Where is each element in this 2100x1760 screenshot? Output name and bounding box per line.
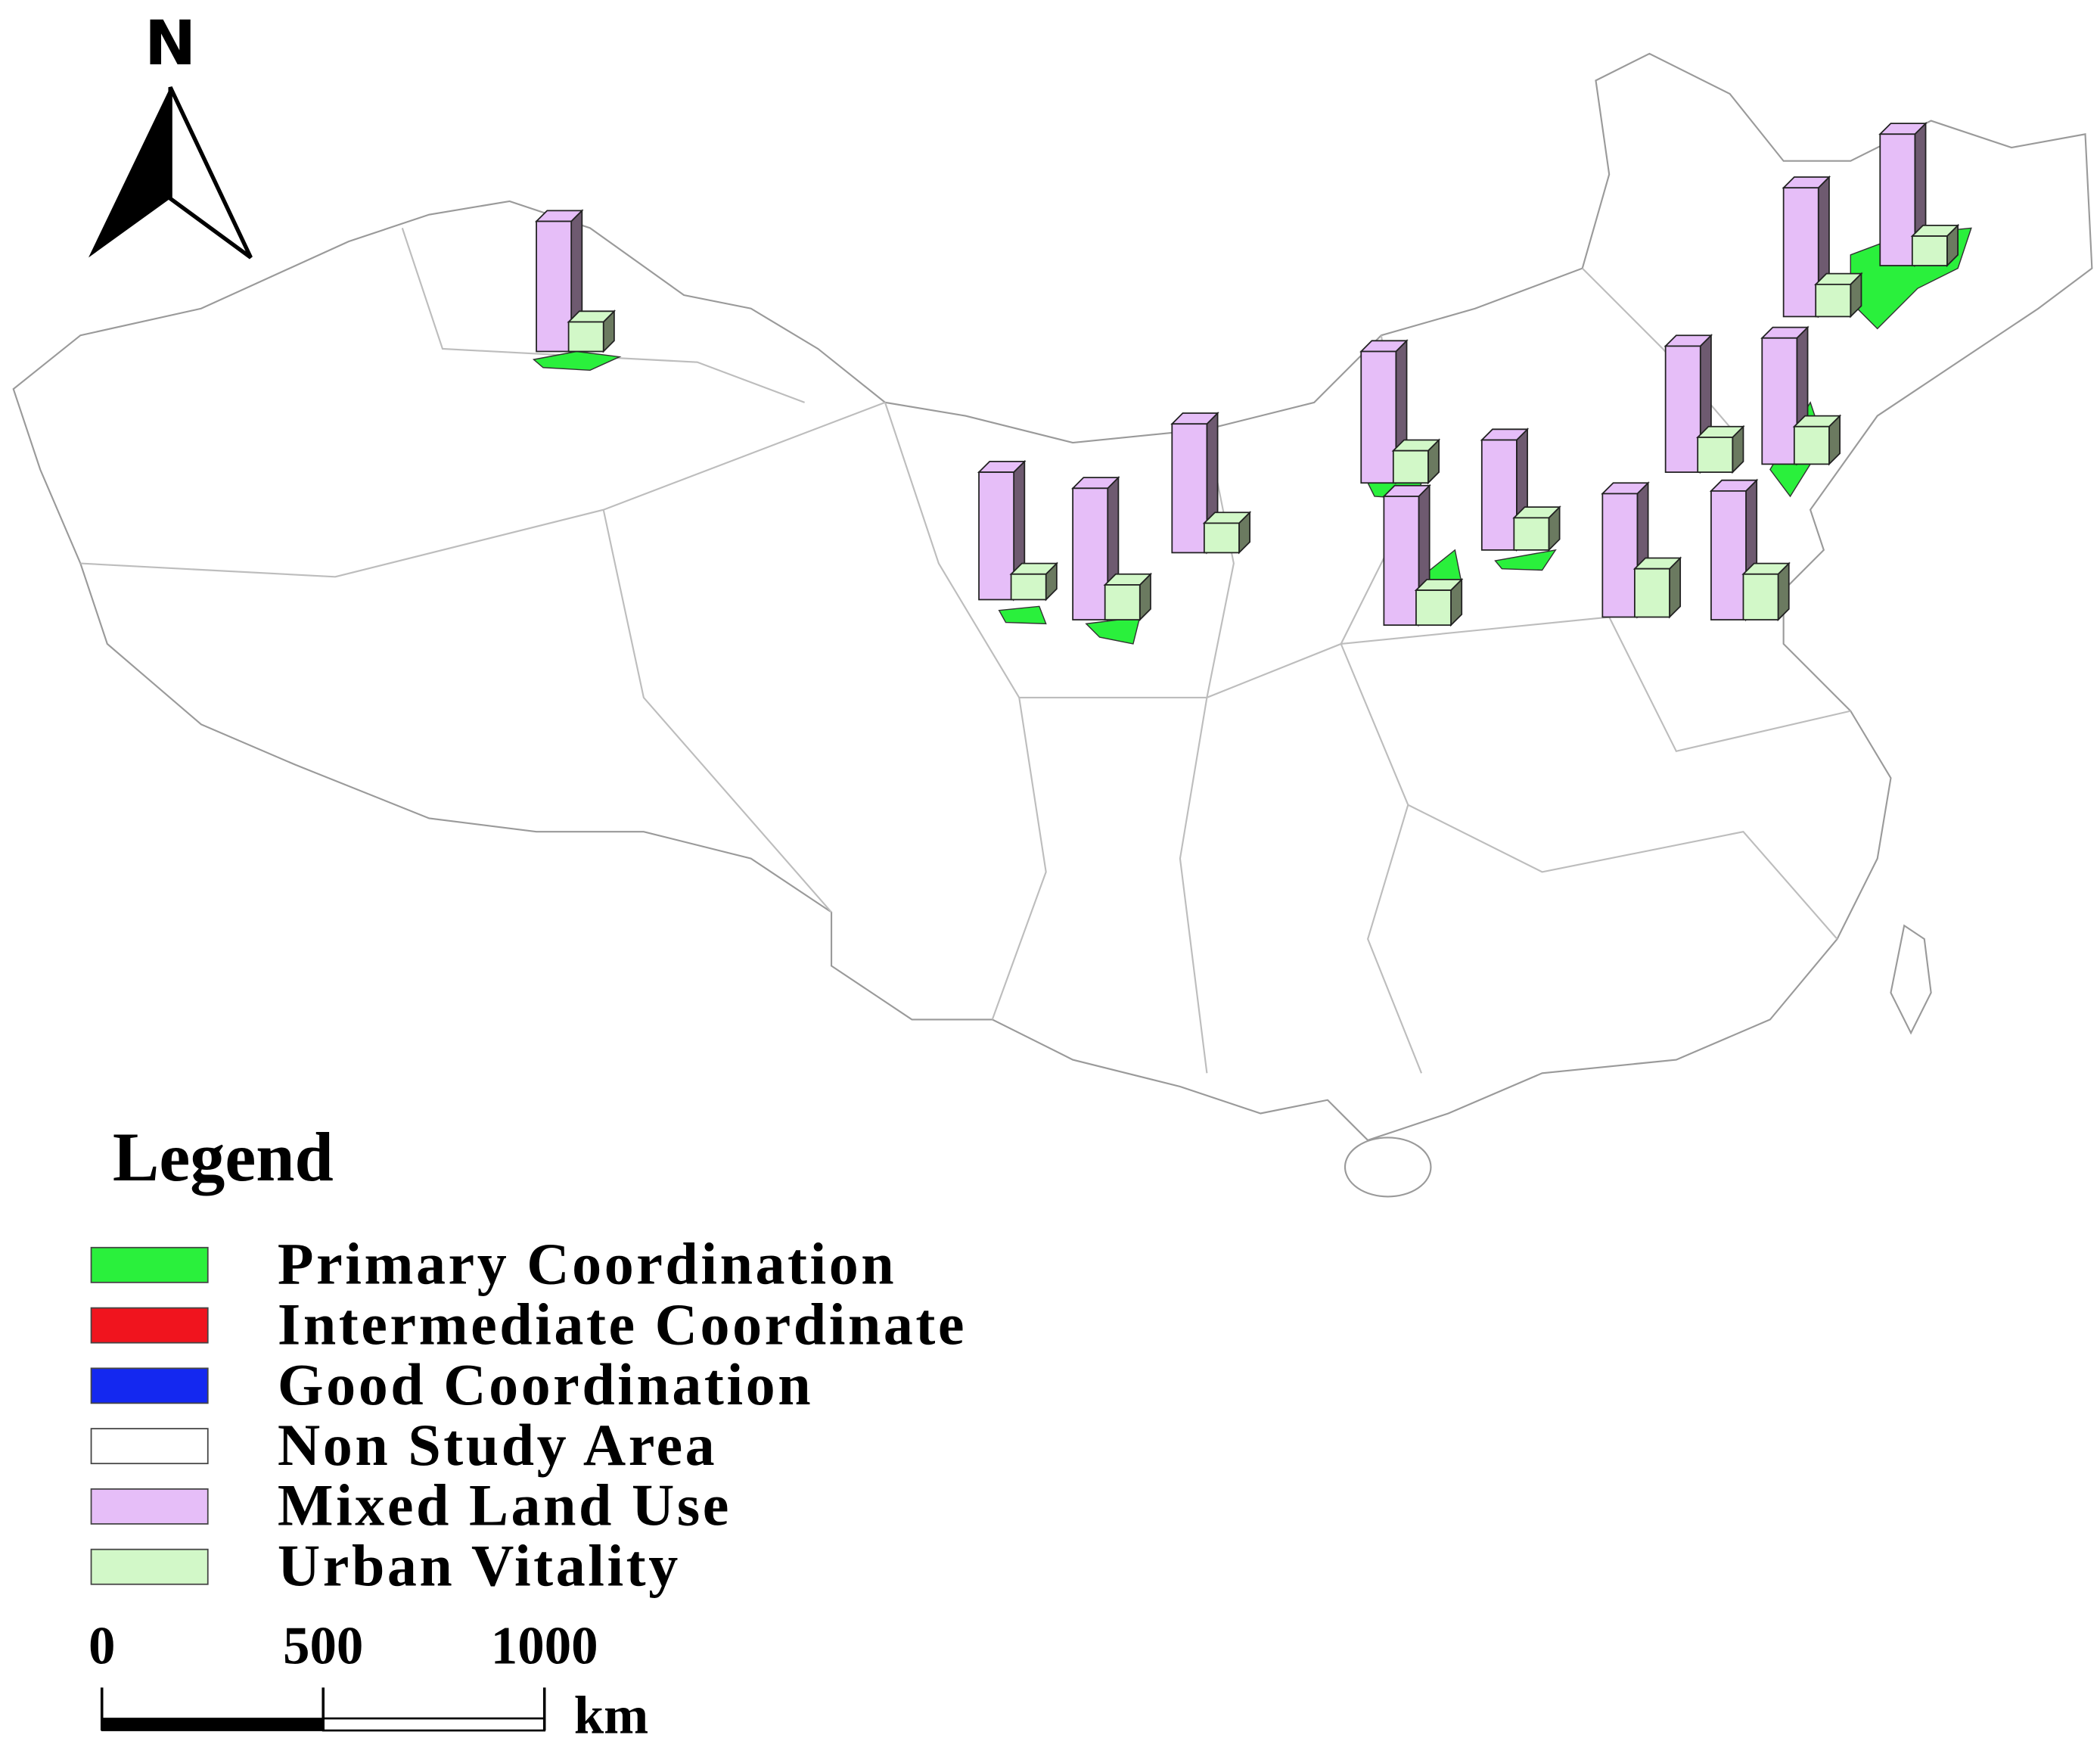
legend-swatch [90,1548,209,1585]
bar [1697,437,1734,473]
bar [1710,490,1747,620]
bar [1392,449,1429,484]
bar [1010,573,1047,601]
hainan [1344,1137,1432,1198]
bar [1480,439,1518,551]
bar [1383,496,1420,627]
arrow-right [168,86,253,260]
legend-swatch [90,1246,209,1283]
bar [1879,133,1916,266]
taiwan [1890,924,1932,1035]
legend-swatch [90,1307,209,1344]
scale-unit: km [574,1687,649,1746]
basemap [12,52,2093,1198]
scale-label: 0 [89,1616,115,1675]
bar [1782,187,1819,318]
bar [1761,337,1798,465]
bar [536,220,573,353]
legend-swatch [90,1428,209,1465]
bar [1633,567,1670,618]
scale-label: 500 [283,1616,363,1675]
north-label: N [144,8,196,79]
legend-label: Mixed Land Use [278,1472,732,1538]
bar [1815,283,1852,318]
bar [1911,235,1948,266]
legend-label: Urban Vitality [278,1533,681,1599]
north-arrow: N [88,8,253,260]
country-outline [12,52,2093,1142]
legend-swatch [90,1367,209,1404]
bar [567,321,604,353]
legend-swatch [90,1488,209,1525]
bar [1072,487,1109,620]
bar [1664,345,1701,473]
scale-label: 1000 [491,1616,598,1675]
legend-label: Intermediate Coordinate [278,1291,967,1357]
bar [1171,423,1208,554]
legend-label: Non Study Area [278,1412,717,1478]
bar [1513,517,1550,551]
bar [1203,522,1240,554]
bar [1104,584,1141,620]
scale-bar: 0 500 1000 km [89,1616,648,1745]
bar [1601,493,1639,618]
scale-bar-white [322,1717,546,1732]
bar [1415,589,1452,627]
bar [1360,350,1397,484]
patch [998,605,1047,625]
scale-bar-black [101,1718,325,1731]
arrow-left [88,87,171,258]
legend-title: Legend [113,1118,334,1196]
legend: Legend Primary CoordinationIntermediate … [90,1118,967,1599]
bar [1793,425,1830,465]
legend-label: Primary Coordination [278,1231,896,1297]
legend-label: Good Coordination [278,1351,813,1417]
bar [1742,573,1779,620]
patch [1494,549,1557,571]
patch [532,350,622,372]
bar-charts [534,121,1960,627]
bar [978,471,1015,601]
